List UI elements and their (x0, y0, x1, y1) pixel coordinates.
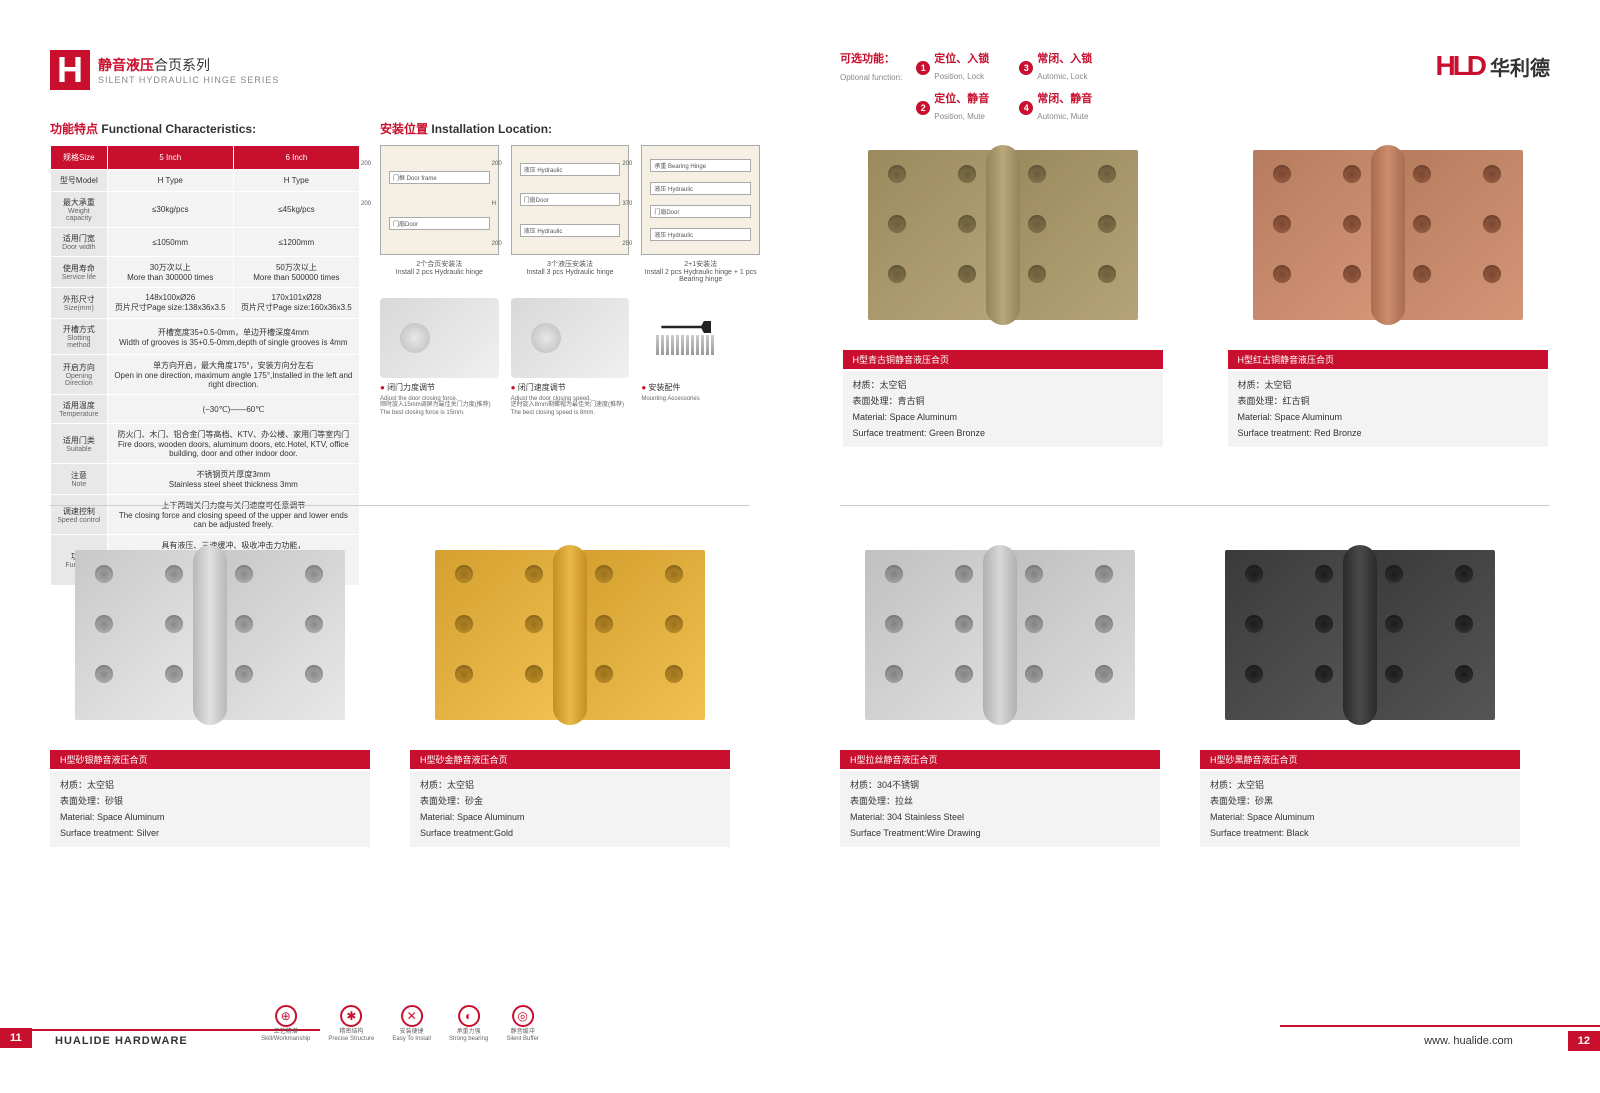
product-title: H型拉丝静音液压合页 (840, 750, 1160, 769)
hinge-image (70, 540, 350, 730)
footer-feature-icon: ◎静音缓冲Silent Buffer (506, 1005, 539, 1042)
functional-title: 功能特点 Functional Characteristics: (50, 120, 360, 137)
optional-item: 4常闭、静音Automic, Mute (1019, 90, 1092, 126)
table-row: 调速控制Speed control上下两端关门力度与关门速度可任意调节 The … (51, 495, 360, 535)
product-title: H型青古铜静音液压合页 (843, 350, 1163, 369)
optional-item: 2定位、静音Position, Mute (916, 90, 989, 126)
table-row: 开启方向Opening Direction单方向开启，最大角度175°，安装方向… (51, 355, 360, 395)
table-row: 型号ModelH TypeH Type (51, 170, 360, 192)
table-row: 适用门宽Door width≤1050mm≤1200mm (51, 228, 360, 257)
table-header: 6 Inch (233, 146, 359, 170)
page-number-right: 12 (1568, 1031, 1600, 1051)
product-title: H型红古铜静音液压合页 (1228, 350, 1548, 369)
hinge-image (860, 540, 1140, 730)
product-title: H型砂银静音液压合页 (50, 750, 370, 769)
hinge-image (1248, 140, 1528, 330)
series-title-en: SILENT HYDRAULIC HINGE SERIES (98, 75, 279, 85)
footer-feature-icon: ✱精密结构Precise Structure (328, 1005, 374, 1042)
footer-url: www. hualide.com (1424, 1035, 1513, 1047)
optional-item: 1定位、入锁Position, Lock (916, 50, 989, 86)
detail-item: ● 安装配件Mounting Accessories (641, 298, 760, 402)
product-title: H型砂黑静音液压合页 (1200, 750, 1520, 769)
detail-item: ● 闭门速度调节Adjust the door closing speed.逆时… (511, 298, 630, 418)
footer-feature-icon: ⊕工艺精湛Skill/Workmanship (261, 1005, 310, 1042)
product-title: H型砂金静音液压合页 (410, 750, 730, 769)
product-info: 材质：太空铝表面处理：砂黑Material: Space AluminumSur… (1200, 771, 1520, 847)
product-card: H型青古铜静音液压合页材质：太空铝表面处理：青古铜Material: Space… (843, 140, 1163, 447)
product-info: 材质：304不锈钢表面处理：拉丝Material: 304 Stainless … (840, 771, 1160, 847)
product-info: 材质：太空铝表面处理：砂银Material: Space AluminumSur… (50, 771, 370, 847)
hinge-image (863, 140, 1143, 330)
install-diagram: 门框 Door frame门扇Door2002002个合页安装法Install … (380, 145, 499, 283)
product-card: H型红古铜静音液压合页材质：太空铝表面处理：红古铜Material: Space… (1228, 140, 1548, 447)
product-card: H型砂银静音液压合页材质：太空铝表面处理：砂银Material: Space A… (50, 540, 370, 847)
optional-functions: 可选功能：Optional function: 1定位、入锁Position, … (840, 50, 1092, 126)
product-info: 材质：太空铝表面处理：红古铜Material: Space AluminumSu… (1228, 371, 1548, 447)
series-icon: H (50, 50, 90, 90)
table-row: 注意Note不锈钢页片厚度3mm Stainless steel sheet t… (51, 464, 360, 495)
page-header: H 静音液压合页系列 SILENT HYDRAULIC HINGE SERIES (50, 50, 760, 90)
series-title-cn: 静音液压合页系列 (98, 55, 279, 75)
table-row: 开槽方式Slotting method开槽宽度35+0.5-0mm，单边开槽深度… (51, 319, 360, 355)
product-info: 材质：太空铝表面处理：砂金Material: Space AluminumSur… (410, 771, 730, 847)
hinge-image (430, 540, 710, 730)
product-card: H型砂金静音液压合页材质：太空铝表面处理：砂金Material: Space A… (410, 540, 730, 847)
footer-feature-icon: ✕安装便捷Easy To Install (392, 1005, 431, 1042)
optional-item: 3常闭、入锁Automic, Lock (1019, 50, 1092, 86)
table-header: 规格Size (51, 146, 108, 170)
product-info: 材质：太空铝表面处理：青古铜Material: Space AluminumSu… (843, 371, 1163, 447)
table-row: 适用温度Temperature(−30℃)——60℃ (51, 395, 360, 424)
brand-logo: HLD 华利德 (1435, 50, 1550, 82)
install-diagram: 液压 Hydraulic门扇Door液压 Hydraulic200H2003个液… (511, 145, 630, 283)
divider (50, 505, 750, 506)
table-header: 5 Inch (107, 146, 233, 170)
table-row: 适用门类Suitable防火门、木门、铝合金门等高档、KTV、办公楼、家用门等室… (51, 424, 360, 464)
detail-item: ● 闭门力度调节Adjust the door closing force.顺时… (380, 298, 499, 418)
page-number-left: 11 (0, 1028, 32, 1048)
hinge-image (1220, 540, 1500, 730)
install-title: 安装位置 Installation Location: (380, 120, 760, 137)
install-diagram: 承重 Bearing Hinge液压 Hydraulic门扇Door液压 Hyd… (641, 145, 760, 283)
divider (840, 505, 1550, 506)
product-card: H型拉丝静音液压合页材质：304不锈钢表面处理：拉丝Material: 304 … (840, 540, 1160, 847)
table-row: 最大承重Weight capacity≤30kg/pcs≤45kg/pcs (51, 192, 360, 228)
spec-table: 规格Size5 Inch6 Inch 型号ModelH TypeH Type最大… (50, 145, 360, 586)
table-row: 外形尺寸Size(mm)148x100xØ26 页片尺寸Page size:13… (51, 288, 360, 319)
table-row: 使用寿命Service life30万次以上 More than 300000 … (51, 257, 360, 288)
product-card: H型砂黑静音液压合页材质：太空铝表面处理：砂黑Material: Space A… (1200, 540, 1520, 847)
footer-feature-icon: ◐承重力强Strong bearing (449, 1005, 488, 1042)
